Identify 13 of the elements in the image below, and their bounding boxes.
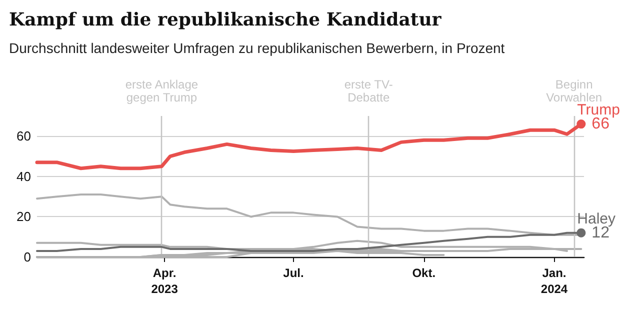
chart-subtitle: Durchschnitt landesweiter Umfragen zu republikanischen Bewerbern, in Prozent (9, 40, 505, 56)
y-tick-label: 20 (16, 209, 31, 224)
ref-line-label: Beginn Vorwahlen (546, 78, 602, 104)
x-tick-label: Apr. 2023 (151, 266, 178, 296)
y-tick-label: 40 (16, 168, 31, 184)
x-tick-label: Jan. 2024 (540, 266, 568, 296)
ref-line-label: erste TV- Debatte (344, 78, 393, 104)
x-tick-label: Jul. (283, 266, 304, 280)
y-tick-label: 60 (16, 128, 31, 144)
y-tick-label: 0 (24, 250, 31, 264)
x-tick-label: Okt. (412, 266, 436, 280)
ref-line-label: erste Anklage gegen Trump (125, 78, 198, 104)
chart-title: Kampf um die republikanische Kandidatur (9, 10, 442, 30)
